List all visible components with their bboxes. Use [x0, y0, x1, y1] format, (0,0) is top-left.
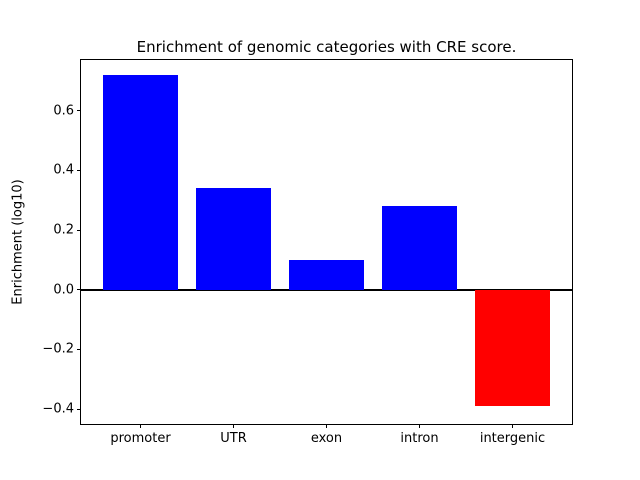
x-tick-intron — [418, 424, 420, 428]
x-tick-exon — [326, 424, 327, 428]
x-tick-promoter — [140, 424, 141, 428]
x-tick-intergenic — [511, 424, 513, 428]
y-tick-label-0.2: 0.2 — [53, 222, 74, 238]
y-tick-0 — [77, 289, 81, 291]
y-axis-label: Enrichment (log10) — [10, 179, 26, 305]
x-tick-UTR — [233, 424, 234, 428]
bar-UTR — [196, 188, 271, 290]
y-tick-label-0.6: 0.6 — [53, 103, 74, 119]
chart-title: Enrichment of genomic categories with CR… — [136, 38, 517, 56]
x-tick-label-UTR: UTR — [220, 431, 247, 446]
y-tick--0.4 — [77, 408, 81, 410]
y-tick-0.4 — [77, 169, 81, 171]
bar-intergenic — [475, 289, 550, 407]
y-tick-label-0.4: 0.4 — [53, 162, 74, 178]
x-tick-label-promoter: promoter — [110, 431, 171, 446]
bar-promoter — [103, 74, 178, 290]
y-tick--0.2 — [77, 348, 81, 350]
y-tick-label--0.2: −0.2 — [42, 341, 74, 357]
y-tick-label--0.4: −0.4 — [42, 401, 74, 417]
y-tick-0.2 — [77, 229, 81, 231]
plot-area: promoter UTR exon intron intergenic −0.4 −0.2 0… — [42, 59, 573, 446]
x-tick-label-intron: intron — [400, 431, 439, 446]
y-tick-label-0: 0.0 — [53, 282, 74, 298]
zero-axhline — [81, 288, 572, 291]
bar-intron — [382, 206, 457, 290]
x-tick-label-exon: exon — [310, 431, 343, 446]
bar-exon — [289, 259, 364, 290]
y-tick-0.6 — [77, 110, 81, 112]
x-tick-label-intergenic: intergenic — [479, 431, 546, 446]
